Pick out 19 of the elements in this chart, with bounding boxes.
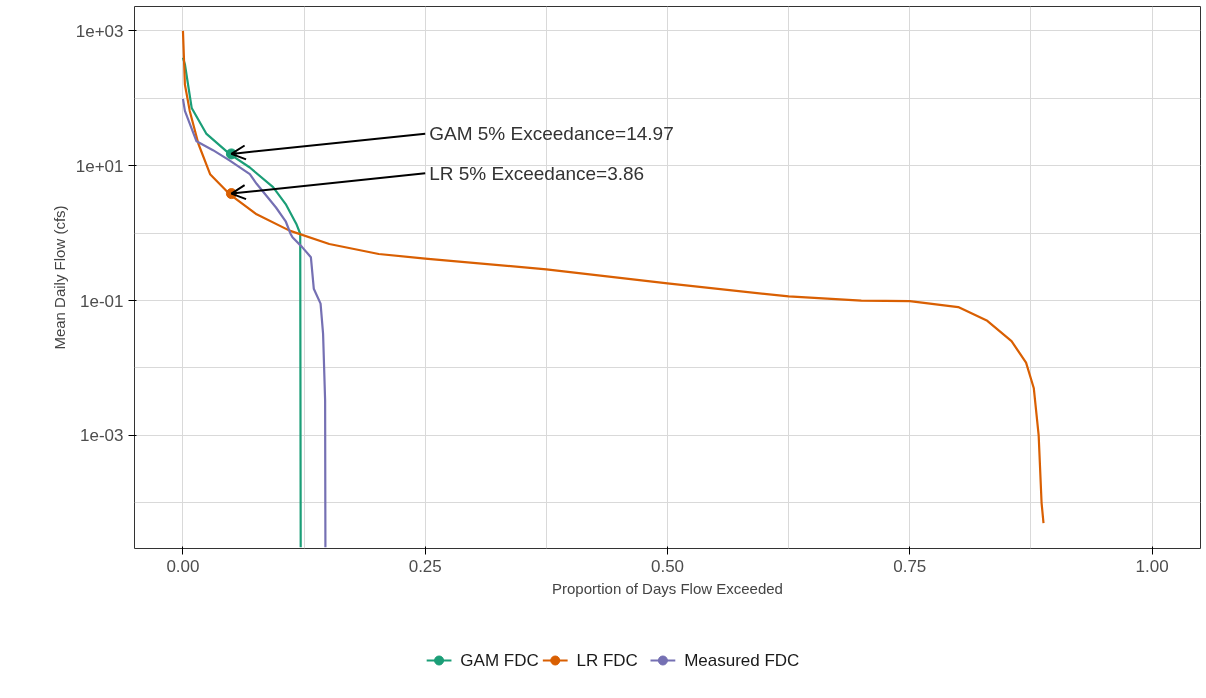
x-tick-label: 0.25 (408, 556, 442, 576)
x-tick-label: 0.00 (166, 556, 200, 576)
x-tick-label: 0.50 (650, 556, 685, 576)
annotation: LR 5% Exceedance=3.86 (429, 162, 645, 184)
line-series (181, 56, 302, 549)
x-tick-label: 0.75 (893, 556, 927, 576)
legend-label: LR FDC (576, 651, 638, 670)
line-series (181, 97, 327, 549)
y-tick-label: 1e-03 (80, 426, 124, 446)
legend-label: Measured FDC (684, 651, 800, 670)
y-tick-label: 1e+03 (75, 21, 124, 41)
line-series (181, 29, 1045, 525)
y-tick-label: 1e+01 (75, 156, 124, 176)
legend-label: GAM FDC (460, 651, 539, 670)
annotation: GAM 5% Exceedance=14.97 (429, 123, 674, 145)
x-tick-label: 1.00 (1135, 556, 1169, 576)
x-axis-title: Proportion of Days Flow Exceeded (552, 579, 783, 597)
y-axis-title: Mean Daily Flow (cfs) (50, 205, 68, 350)
y-tick-label: 1e-01 (80, 291, 124, 311)
